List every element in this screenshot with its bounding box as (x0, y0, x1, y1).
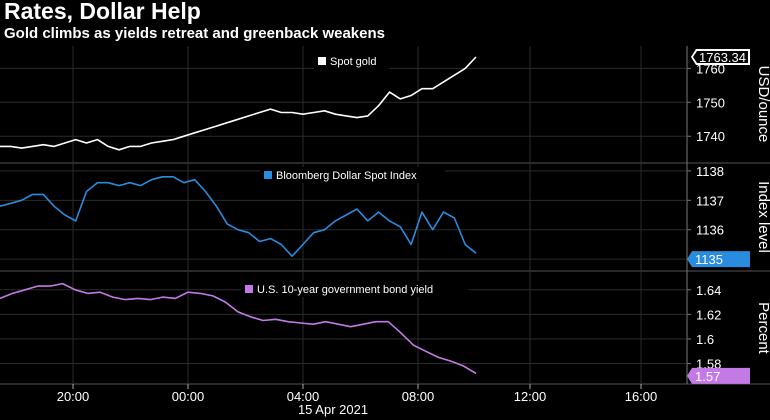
last-value-label: 1.57 (695, 369, 720, 384)
y-tick-label: 1750 (696, 95, 725, 110)
last-value-marker: 1.57 (687, 367, 750, 384)
panel-3: 1.58 1.6 1.62 1.64 U.S. 10-year government b… (0, 281, 770, 384)
panel-1: 1740 1750 1760 Spot gold 1763.34 USD/ounce (0, 49, 770, 151)
panel-layer: 1740 1750 1760 Spot gold 1763.34 USD/ounce 113… (0, 49, 770, 384)
last-value-badge-inner (693, 51, 748, 64)
x-axis-date-label: 15 Apr 2021 (298, 402, 368, 417)
y-tick-label: 1.64 (696, 283, 721, 298)
x-tick-label: 20:00 (57, 389, 90, 404)
y-tick-label: 1.62 (696, 307, 721, 322)
y-axis-unit-label: USD/ounce (755, 66, 770, 143)
x-axis: 15 Apr 2021 20:00 00:00 04:00 08:00 12:00 16:… (57, 384, 658, 417)
y-tick-label: 1760 (696, 61, 725, 76)
x-tick-label: 12:00 (514, 389, 547, 404)
legend: U.S. 10-year government bond yield (241, 281, 469, 297)
legend: Bloomberg Dollar Spot Index (260, 167, 445, 183)
legend-label: Spot gold (330, 56, 376, 68)
y-tick-label: 1.6 (696, 332, 714, 347)
x-tick-label: 16:00 (625, 389, 658, 404)
legend-background (241, 281, 469, 297)
series-line (0, 56, 477, 151)
last-value-label: 1763.34 (699, 50, 746, 65)
y-tick-label: 1137 (696, 193, 724, 208)
legend-background (260, 167, 445, 183)
x-tick-label: 08:00 (402, 389, 435, 404)
legend-label: U.S. 10-year government bond yield (257, 284, 433, 296)
legend-label: Bloomberg Dollar Spot Index (276, 170, 417, 182)
y-tick-label: 1.58 (696, 357, 721, 372)
chart-subtitle: Gold climbs as yields retreat and greenb… (4, 25, 385, 42)
y-tick-label: 1138 (696, 164, 724, 179)
y-axis-unit-label: Index level (755, 181, 770, 253)
series-line (0, 282, 477, 375)
last-value-badge (687, 251, 750, 268)
y-axis-unit-label: Percent (755, 302, 770, 355)
panel-2: 1135 1136 1137 1138 Bloomberg Dollar Spot In… (0, 164, 770, 268)
legend: Spot gold (314, 53, 389, 69)
legend-swatch (318, 57, 326, 65)
chart-title: Rates, Dollar Help (4, 0, 201, 24)
x-tick-label: 00:00 (172, 389, 205, 404)
legend-swatch (245, 285, 253, 293)
last-value-label: 1135 (695, 252, 723, 267)
x-tick-label: 04:00 (287, 389, 320, 404)
last-value-marker: 1135 (687, 251, 750, 268)
y-tick-label: 1740 (696, 129, 725, 144)
last-value-marker: 1763.34 (691, 49, 750, 66)
series-line (0, 176, 477, 258)
last-value-badge (687, 367, 750, 384)
y-tick-label: 1136 (696, 223, 724, 238)
legend-swatch (264, 171, 272, 179)
legend-background (314, 53, 389, 69)
